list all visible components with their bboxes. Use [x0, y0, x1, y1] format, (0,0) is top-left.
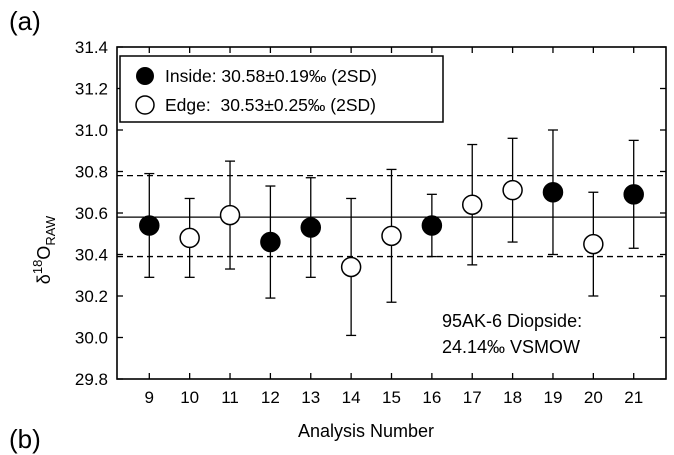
legend: Inside: 30.58±0.19‰ (2SD) Edge: 30.53±0.… — [119, 55, 444, 123]
y-axis-title: δ18ORAW — [30, 215, 58, 284]
y-tick-label: 30.0 — [75, 329, 108, 348]
x-tick-label: 21 — [624, 388, 643, 407]
inside-data-point — [300, 217, 322, 238]
y-axis-title-delta: δ — [34, 274, 54, 284]
y-tick-label: 30.2 — [75, 287, 108, 306]
x-tick-label: 13 — [301, 388, 320, 407]
edge-data-point — [340, 256, 362, 278]
edge-data-point — [381, 225, 402, 247]
y-tick-label: 29.8 — [75, 370, 108, 389]
edge-data-point — [502, 179, 523, 201]
sample-annotation-line1: 95AK-6 Diopside: — [442, 311, 582, 331]
legend-label-edge: Edge: 30.53±0.25‰ (2SD) — [165, 95, 376, 115]
y-tick-label: 31.0 — [75, 121, 108, 140]
y-axis-title-sub: RAW — [43, 215, 58, 246]
x-tick-label: 11 — [221, 388, 239, 407]
edge-data-point — [583, 233, 604, 255]
axes — [116, 46, 667, 380]
x-tick-label: 20 — [584, 388, 603, 407]
inside-data-point — [542, 182, 564, 203]
sample-annotation-line2: 24.14‰ VSMOW — [442, 337, 580, 357]
x-tick-label: 14 — [342, 388, 361, 407]
x-tick-label: 17 — [463, 388, 482, 407]
panel-label-a: (a) — [9, 6, 41, 36]
y-tick-label: 30.8 — [75, 163, 108, 182]
tick-labels: 9 10 11 12 13 14 15 16 17 18 19 20 21 29.8 30.0 30.2 30.… — [75, 38, 643, 407]
x-tick-label: 12 — [261, 388, 280, 407]
x-tick-label: 10 — [180, 388, 199, 407]
x-tick-label: 18 — [503, 388, 522, 407]
inside-data-point — [139, 215, 160, 236]
legend-marker-edge — [135, 95, 155, 115]
x-axis-title: Analysis Number — [298, 421, 434, 441]
data-points — [139, 179, 644, 278]
y-axis-title-sup: 18 — [30, 260, 45, 274]
legend-label-inside: Inside: 30.58±0.19‰ (2SD) — [165, 66, 377, 86]
inside-data-point — [623, 184, 644, 205]
inside-data-point — [421, 215, 443, 236]
x-tick-label: 9 — [145, 388, 154, 407]
legend-box — [119, 55, 444, 123]
y-tick-label: 31.2 — [75, 80, 108, 99]
edge-data-point — [179, 227, 200, 249]
y-axis-title-o: O — [34, 246, 54, 260]
legend-marker-inside — [136, 67, 154, 85]
y-tick-label: 31.4 — [75, 38, 108, 57]
edge-data-point — [219, 204, 241, 226]
scatter-chart: 9 10 11 12 13 14 15 16 17 18 19 20 21 29.8 30.0 30.2 30.… — [30, 38, 667, 441]
x-tick-label: 15 — [382, 388, 401, 407]
edge-data-point — [461, 194, 483, 215]
x-tick-label: 19 — [544, 388, 563, 407]
x-tick-label: 16 — [422, 388, 441, 407]
inside-data-point — [260, 231, 281, 253]
y-tick-label: 30.6 — [75, 204, 108, 223]
y-tick-label: 30.4 — [75, 246, 108, 265]
